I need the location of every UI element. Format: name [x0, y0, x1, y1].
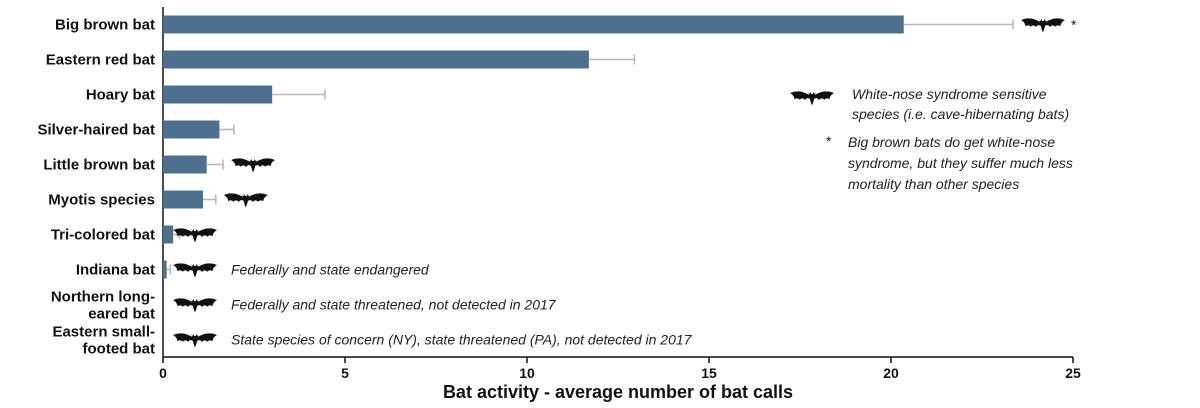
- bar-little-brown-bat: [163, 155, 207, 174]
- legend-asterisk-line-2: syndrome, but they suffer much less: [848, 155, 1073, 171]
- x-tick-label: 0: [159, 365, 167, 381]
- legend-entry-asterisk: * Big brown bats do get white-nose syndr…: [826, 133, 1073, 192]
- legend-wns-line-2: species (i.e. cave-hibernating bats): [852, 106, 1069, 122]
- bar-myotis-species: [163, 190, 204, 209]
- category-label-line: Eastern red bat: [46, 52, 155, 69]
- category-label-myotis-species: Myotis species: [48, 192, 155, 209]
- x-tick-label: 15: [701, 365, 717, 381]
- category-label-silver-haired-bat: Silver-haired bat: [37, 122, 155, 139]
- category-label-hoary-bat: Hoary bat: [86, 87, 155, 104]
- legend-asterisk-marker: *: [826, 133, 832, 149]
- bar-hoary-bat: [163, 85, 273, 104]
- category-label-indiana-bat: Indiana bat: [76, 262, 155, 279]
- bat-icon-little-brown-bat: [231, 158, 276, 173]
- annotation-indiana-bat: Federally and state endangered: [231, 262, 430, 278]
- legend-bat-icon: [790, 91, 834, 106]
- category-label-line: Myotis species: [48, 192, 155, 209]
- annotation-eastern-small-footed-bat: State species of concern (NY), state thr…: [231, 332, 693, 348]
- category-label-eastern-red-bat: Eastern red bat: [46, 52, 155, 69]
- error-bars: [166, 19, 1014, 275]
- category-label-line: Indiana bat: [76, 262, 155, 279]
- x-tick-label: 10: [519, 365, 535, 381]
- category-label-line: Northern long-: [51, 289, 155, 306]
- category-label-line: Hoary bat: [86, 87, 155, 104]
- category-label-big-brown-bat: Big brown bat: [55, 17, 155, 34]
- legend-entry-wns: White-nose syndrome sensitive species (i…: [790, 86, 1069, 122]
- category-label-line: Silver-haired bat: [37, 122, 155, 139]
- bar-eastern-red-bat: [163, 50, 589, 69]
- bat-icon-big-brown-bat: [1020, 18, 1065, 33]
- legend-wns-line-1: White-nose syndrome sensitive: [852, 86, 1047, 102]
- category-label-eastern-small-footed-bat: Eastern small-footed bat: [52, 324, 155, 358]
- category-label-tri-colored-bat: Tri-colored bat: [51, 227, 155, 244]
- category-label-little-brown-bat: Little brown bat: [43, 157, 155, 174]
- category-label-line: Little brown bat: [43, 157, 155, 174]
- bat-icon-northern-long-eared-bat: [173, 298, 217, 313]
- legend-asterisk-line-3: mortality than other species: [848, 176, 1019, 192]
- bar-indiana-bat: [163, 260, 167, 279]
- x-axis-title: Bat activity - average number of bat cal…: [443, 382, 793, 402]
- bat-icon-myotis-species: [223, 193, 268, 208]
- x-tick-label: 20: [883, 365, 899, 381]
- annotation-big-brown-bat: *: [1071, 17, 1077, 33]
- x-axis-ticks: 0 5 10 15 20 25: [159, 357, 1081, 381]
- plot-area: * Federally and state endangered Federally…: [37, 7, 1081, 402]
- annotation-northern-long-eared-bat: Federally and state threatened, not dete…: [231, 297, 557, 313]
- bat-icon-eastern-small-footed-bat: [173, 333, 217, 348]
- bar-silver-haired-bat: [163, 120, 220, 139]
- category-label-line: footed bat: [83, 341, 156, 358]
- x-tick-label: 25: [1065, 365, 1081, 381]
- bars: [163, 15, 904, 279]
- category-label-line: Big brown bat: [55, 17, 155, 34]
- category-label-line: Tri-colored bat: [51, 227, 155, 244]
- category-label-line: Eastern small-: [52, 324, 155, 341]
- bar-annotations: * Federally and state endangered Federally…: [231, 17, 1077, 348]
- category-labels: Big brown bat Eastern red bat Hoary bat Sil…: [37, 17, 155, 358]
- x-tick-label: 5: [341, 365, 349, 381]
- category-label-line: eared bat: [88, 306, 155, 323]
- bar-tri-colored-bat: [163, 225, 174, 244]
- bat-icon-indiana-bat: [173, 263, 217, 278]
- bar-big-brown-bat: [163, 15, 904, 34]
- category-label-northern-long-eared-bat: Northern long-eared bat: [51, 289, 155, 323]
- legend-asterisk-line-1: Big brown bats do get white-nose: [848, 134, 1055, 150]
- legend: White-nose syndrome sensitive species (i…: [790, 86, 1073, 192]
